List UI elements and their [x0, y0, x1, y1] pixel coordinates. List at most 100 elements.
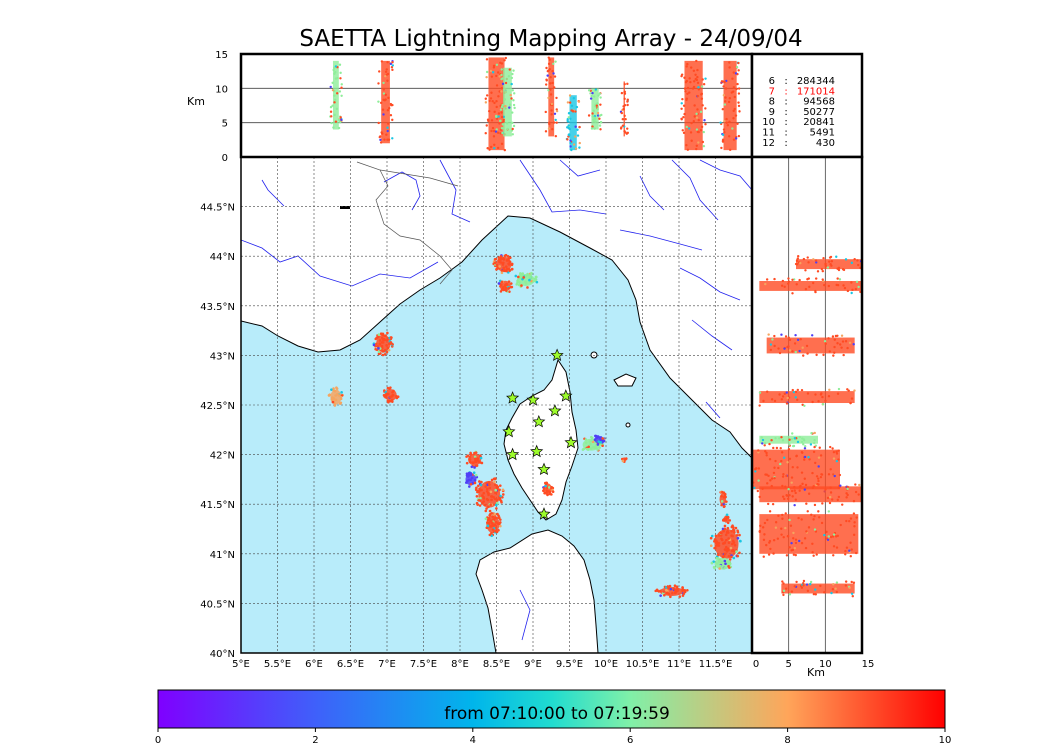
lightning-source	[768, 458, 772, 461]
lightning-source	[727, 135, 731, 138]
lightning-source	[599, 443, 602, 446]
lightning-source	[828, 350, 831, 353]
lightning-source	[712, 565, 716, 569]
lightning-source	[339, 116, 342, 119]
lightning-source	[850, 592, 854, 595]
lightning-source	[702, 83, 706, 86]
lightning-source	[719, 534, 723, 537]
lightning-source	[855, 280, 859, 284]
lightning-source	[780, 451, 784, 454]
lightning-source	[599, 121, 603, 124]
station-count-separator: :	[784, 86, 787, 97]
lightning-source	[725, 117, 728, 121]
lightning-source	[591, 125, 594, 128]
altitude-longitude-panel: 0 5 10 15 Km	[187, 50, 754, 164]
lightning-source	[846, 487, 849, 491]
lightning-source	[506, 254, 510, 258]
lightning-source	[501, 103, 504, 107]
lightning-source	[775, 446, 779, 450]
lightning-source	[704, 77, 707, 80]
lightning-source	[333, 94, 336, 97]
lightning-source	[844, 580, 848, 583]
lightning-source	[848, 549, 851, 552]
lightning-source	[495, 501, 499, 505]
lightning-source	[846, 346, 849, 350]
lightning-source	[686, 62, 689, 66]
lightning-source	[823, 591, 826, 594]
time-colorbar: from 07:10:00 to 07:19:59 0 2 4 6 8 10	[155, 689, 951, 746]
lightning-source	[381, 341, 385, 344]
lightning-source	[511, 111, 514, 114]
lightning-source	[768, 442, 771, 446]
lightning-source	[566, 138, 569, 141]
lightning-source	[773, 277, 776, 281]
lightning-source	[831, 447, 834, 450]
lightning-source	[814, 593, 817, 596]
lightning-source	[499, 132, 502, 135]
lightning-source	[794, 498, 798, 501]
lightning-source	[567, 120, 570, 123]
lightning-source	[494, 503, 498, 507]
lightning-source	[831, 535, 835, 538]
lightning-source	[474, 451, 478, 454]
lightning-source	[793, 342, 797, 345]
lightning-source	[473, 455, 477, 459]
lightning-source	[382, 81, 385, 85]
lightning-source	[735, 87, 738, 91]
lightning-source	[725, 516, 728, 520]
station-count-value: 50277	[803, 107, 835, 118]
lightning-source	[569, 117, 572, 120]
lightning-source	[857, 493, 860, 496]
lightning-source	[487, 109, 491, 113]
lightning-source	[769, 343, 773, 346]
lightning-source	[852, 581, 856, 584]
lightning-source	[796, 257, 800, 260]
lightning-source	[329, 105, 333, 109]
lightning-source	[822, 257, 825, 260]
lightning-source	[737, 101, 740, 104]
lightning-source	[488, 148, 491, 151]
lightning-source	[795, 580, 798, 584]
lightning-source	[680, 102, 683, 105]
lightning-source	[473, 478, 477, 482]
lightning-source	[493, 101, 496, 105]
lightning-source	[498, 496, 501, 500]
lightning-source	[784, 512, 787, 515]
lightning-source	[485, 507, 488, 510]
lightning-source	[844, 340, 848, 343]
lightning-source	[465, 461, 469, 465]
lightning-source	[728, 61, 731, 64]
lightning-source	[786, 461, 789, 464]
altitude-column	[332, 60, 339, 130]
lightning-source	[626, 82, 629, 86]
lightning-source	[676, 587, 679, 591]
lightning-source	[696, 75, 699, 79]
lightning-source	[858, 483, 861, 487]
lightning-source	[685, 143, 688, 147]
lightning-source	[511, 72, 514, 76]
lightning-source	[391, 137, 394, 140]
lon-tick-label: 8°E	[451, 659, 469, 670]
lightning-source	[685, 65, 688, 68]
lightning-source	[830, 260, 834, 263]
lightning-source	[495, 63, 499, 67]
lightning-source	[578, 125, 581, 129]
right-panel-axes: 0 5 10 15	[753, 659, 875, 670]
lightning-source	[479, 456, 483, 460]
lightning-source	[727, 541, 731, 545]
lightning-source	[387, 348, 391, 352]
lightning-source	[713, 538, 717, 541]
lightning-source	[731, 534, 734, 538]
lightning-source	[733, 530, 736, 534]
lightning-source	[788, 457, 792, 460]
lightning-source	[524, 274, 528, 278]
lightning-source	[685, 98, 688, 102]
lightning-source	[826, 266, 830, 269]
lightning-source	[508, 260, 512, 264]
lightning-source	[596, 443, 600, 446]
lightning-source	[499, 61, 502, 64]
lat-tick-label: 41.5°N	[200, 500, 235, 511]
lightning-source	[468, 485, 471, 488]
lightning-source	[757, 467, 761, 470]
lightning-source	[340, 94, 343, 98]
